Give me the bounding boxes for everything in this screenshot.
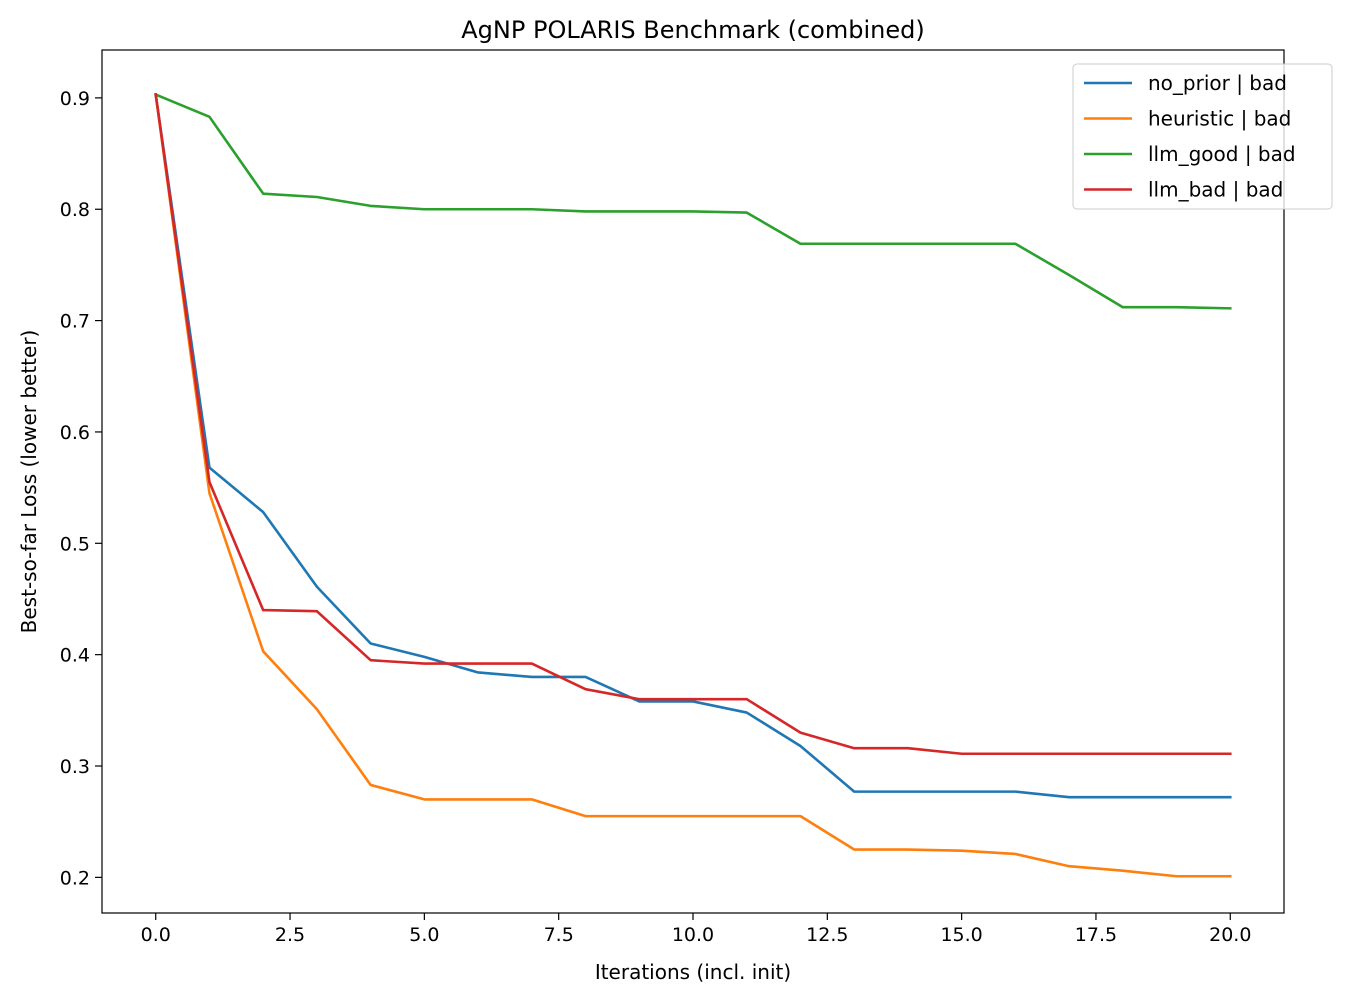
series-line-2	[154, 92, 1232, 310]
y-tick-label: 0.7	[60, 311, 90, 333]
x-tick-label: 10.0	[672, 924, 714, 946]
y-axis-label: Best-so-far Loss (lower better)	[17, 330, 41, 634]
x-tick-label: 17.5	[1075, 924, 1117, 946]
x-tick-label: 15.0	[940, 924, 982, 946]
legend-label-1: heuristic | bad	[1148, 107, 1291, 131]
y-tick-label: 0.5	[60, 533, 90, 555]
series-line-1	[154, 93, 1232, 878]
series-line-0	[154, 93, 1232, 799]
legend-label-0: no_prior | bad	[1148, 71, 1287, 95]
x-axis-label: Iterations (incl. init)	[595, 960, 791, 984]
chart-title: AgNP POLARIS Benchmark (combined)	[461, 16, 924, 44]
y-tick-label: 0.8	[60, 199, 90, 221]
y-tick-label: 0.4	[60, 645, 90, 667]
x-tick-label: 2.5	[275, 924, 305, 946]
legend-box	[1072, 63, 1333, 210]
x-tick-label: 5.0	[409, 924, 439, 946]
x-tick-label: 0.0	[141, 924, 171, 946]
y-axis-ticks: 0.2 0.3 0.4 0.5 0.6 0.7 0.8 0.9	[60, 88, 102, 889]
series-line-3	[154, 93, 1232, 756]
series-layer	[154, 92, 1232, 878]
y-tick-label: 0.3	[60, 756, 90, 778]
x-tick-label: 20.0	[1209, 924, 1251, 946]
x-axis-ticks: 0.0 2.5 5.0 7.5 10.0 12.5 15.0 17.5 20.0	[141, 913, 1251, 946]
legend-label-2: llm_good | bad	[1148, 142, 1296, 166]
x-tick-label: 12.5	[806, 924, 848, 946]
legend-label-3: llm_bad | bad	[1148, 178, 1283, 202]
y-tick-label: 0.9	[60, 88, 90, 110]
x-tick-label: 7.5	[544, 924, 574, 946]
y-tick-label: 0.2	[60, 867, 90, 889]
plot-area: 0.0 2.5 5.0 7.5 10.0 12.5 15.0 17.5 20.0 0.20.30…	[60, 49, 1285, 946]
legend: no_prior | bad heuristic | bad llm_good | …	[1072, 63, 1333, 210]
y-tick-label: 0.6	[60, 422, 90, 444]
legend-items: no_prior | bad heuristic | bad llm_good | …	[1084, 71, 1296, 202]
